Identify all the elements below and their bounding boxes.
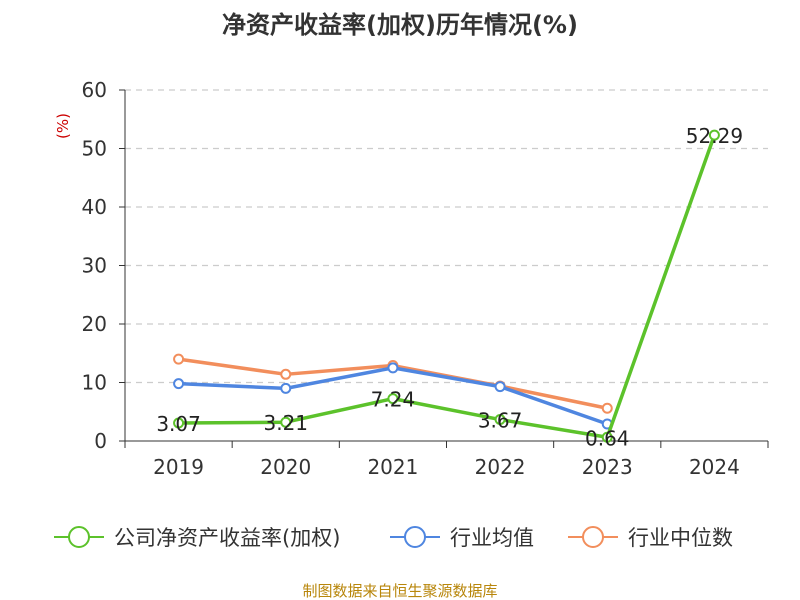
y-tick-labels: 0 10 20 30 40 50 60 bbox=[82, 78, 107, 453]
legend-label: 公司净资产收益率(加权) bbox=[114, 526, 340, 550]
data-point bbox=[173, 417, 185, 429]
data-point bbox=[387, 362, 399, 374]
x-tick-label: 2024 bbox=[689, 455, 740, 479]
data-point bbox=[280, 416, 292, 428]
legend-marker bbox=[68, 526, 90, 548]
legend-marker bbox=[582, 526, 604, 548]
axes bbox=[119, 89, 769, 448]
y-axis-label: (%) bbox=[54, 113, 72, 139]
legend-item-0: 公司净资产收益率(加权) bbox=[54, 526, 340, 550]
data-point bbox=[387, 393, 399, 405]
x-tick-label: 2023 bbox=[582, 455, 633, 479]
y-tick-label: 20 bbox=[82, 312, 107, 336]
data-labels: 3.07 3.21 7.24 3.67 0.64 52.29 bbox=[156, 124, 743, 450]
x-tick-label: 2020 bbox=[260, 455, 311, 479]
series-line bbox=[178, 134, 717, 440]
data-point bbox=[173, 378, 185, 390]
source-note: 制图数据来自恒生聚源数据库 bbox=[302, 582, 497, 600]
y-tick-label: 10 bbox=[82, 371, 107, 395]
x-tick-labels: 2019 2020 2021 2022 2023 2024 bbox=[153, 455, 740, 479]
data-point bbox=[280, 368, 292, 380]
x-tick-label: 2022 bbox=[475, 455, 526, 479]
series-1 bbox=[173, 362, 613, 430]
legend: 公司净资产收益率(加权) 行业均值 行业中位数 bbox=[54, 526, 733, 550]
series-lines bbox=[173, 129, 720, 443]
x-tick-label: 2021 bbox=[367, 455, 418, 479]
data-label: 3.21 bbox=[263, 411, 308, 435]
data-point bbox=[601, 402, 613, 414]
series-0 bbox=[173, 129, 720, 443]
data-point bbox=[494, 414, 506, 426]
data-point bbox=[708, 129, 720, 141]
data-label: 52.29 bbox=[686, 124, 743, 148]
chart-title: 净资产收益率(加权)历年情况(%) bbox=[222, 11, 578, 39]
x-tick-label: 2019 bbox=[153, 455, 204, 479]
data-point bbox=[601, 431, 613, 443]
data-label: 0.64 bbox=[585, 426, 630, 450]
y-tick-label: 40 bbox=[82, 195, 107, 219]
data-point bbox=[173, 353, 185, 365]
data-point bbox=[494, 381, 506, 393]
legend-marker bbox=[404, 526, 426, 548]
data-point bbox=[280, 382, 292, 394]
legend-item-2: 行业中位数 bbox=[568, 526, 733, 550]
y-tick-label: 0 bbox=[94, 429, 107, 453]
y-tick-label: 60 bbox=[82, 78, 107, 102]
legend-label: 行业中位数 bbox=[628, 526, 733, 550]
data-label: 7.24 bbox=[371, 388, 416, 412]
data-label: 3.67 bbox=[478, 409, 523, 433]
data-label: 3.07 bbox=[156, 412, 201, 436]
gridlines bbox=[125, 89, 768, 384]
legend-item-1: 行业均值 bbox=[390, 526, 534, 550]
y-tick-label: 50 bbox=[82, 137, 107, 161]
y-tick-label: 30 bbox=[82, 254, 107, 278]
legend-label: 行业均值 bbox=[450, 526, 534, 550]
